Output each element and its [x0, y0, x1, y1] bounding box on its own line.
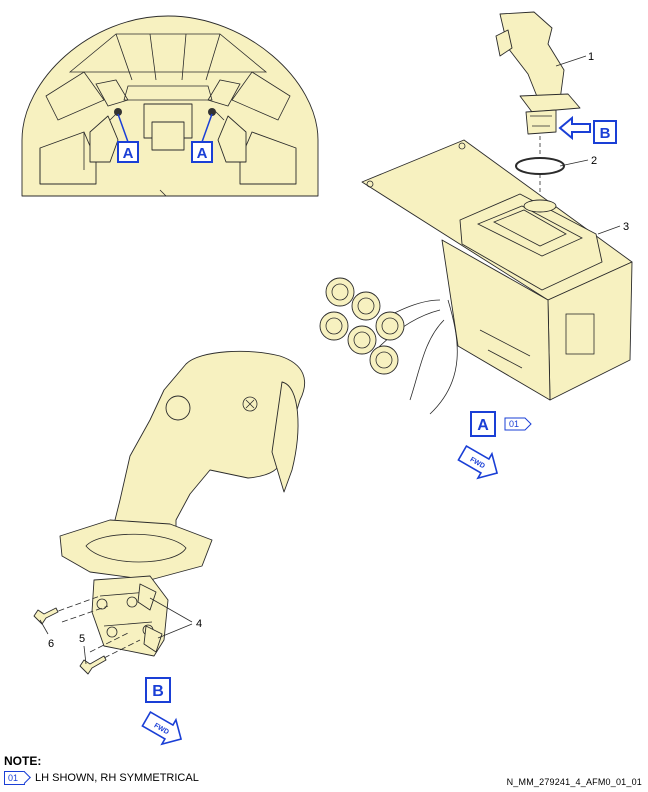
detail-b-marker — [145, 677, 171, 703]
figure-reference: N_MM_279241_4_AFM0_01_01 — [506, 777, 642, 787]
view-b-arrow-icon — [558, 115, 591, 141]
fwd-arrow-a-icon: FWD — [457, 444, 499, 480]
view-a-marker-right — [191, 141, 213, 163]
sidestick-detail-b — [59, 350, 306, 657]
cockpit-view — [21, 15, 319, 197]
view-b-marker — [593, 120, 617, 144]
detail-b-label: B — [152, 683, 164, 700]
callout-1: 1 — [588, 51, 594, 63]
callout-6: 6 — [48, 638, 54, 650]
fwd-arrow-b-icon: FWD — [141, 710, 183, 746]
view-a-marker-left — [117, 141, 139, 163]
detail-a-label: A — [477, 417, 489, 434]
detail-a-flag-text: 01 — [509, 419, 519, 429]
note-text: LH SHOWN, RH SYMMETRICAL — [35, 772, 199, 784]
callout-5: 5 — [79, 633, 85, 645]
view-a-label-left: A — [123, 145, 134, 162]
bolt-item-5 — [79, 655, 107, 675]
callout-2: 2 — [591, 155, 597, 167]
note-flag: 01 — [4, 771, 26, 785]
callout-4: 4 — [196, 618, 202, 630]
bolt-item-6 — [33, 607, 59, 625]
callout-3: 3 — [623, 221, 629, 233]
detail-a-flag: 01 — [504, 417, 532, 431]
note-title: NOTE: — [4, 754, 42, 768]
view-a-label-right: A — [197, 145, 208, 162]
note-line: 01 LH SHOWN, RH SYMMETRICAL — [4, 771, 199, 785]
detail-a-marker — [470, 411, 496, 437]
view-b-arrow-label: B — [600, 125, 611, 142]
sidestick-assembly-detail-a — [319, 11, 633, 415]
